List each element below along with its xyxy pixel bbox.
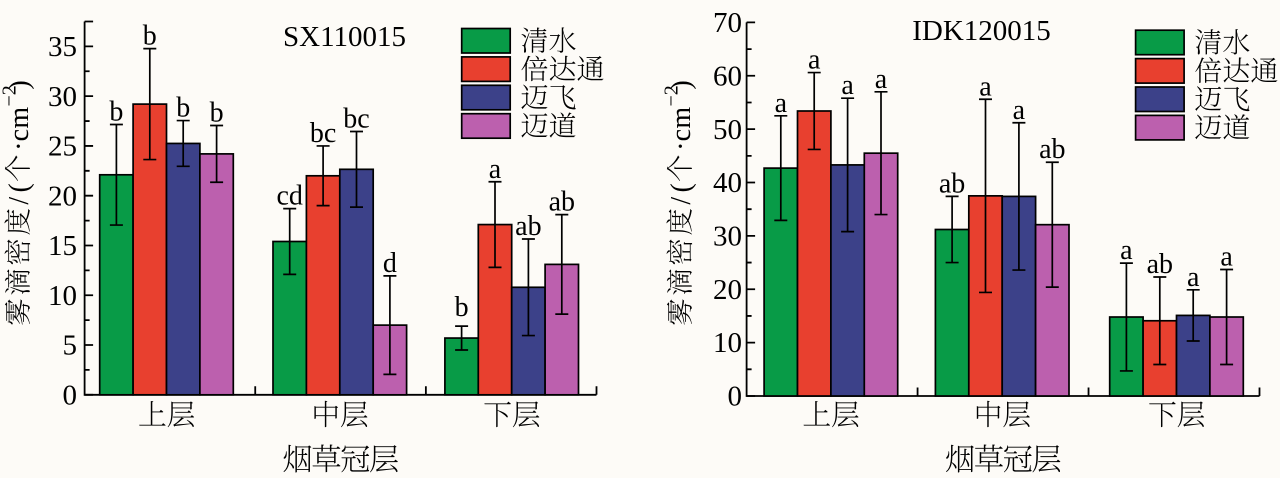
svg-text:ab: ab — [1147, 249, 1173, 280]
svg-text:20: 20 — [713, 274, 742, 306]
svg-text:b: b — [455, 292, 469, 323]
svg-text:a: a — [1187, 262, 1200, 293]
svg-text:·: · — [4, 142, 35, 151]
svg-text:b: b — [143, 21, 157, 52]
svg-text:·: · — [666, 142, 697, 151]
svg-text:c: c — [666, 129, 697, 141]
svg-text:ab: ab — [1039, 134, 1065, 165]
svg-text:(: ( — [666, 183, 697, 192]
svg-text:30: 30 — [48, 81, 77, 113]
svg-text:10: 10 — [713, 327, 742, 359]
svg-text:a: a — [1120, 235, 1133, 266]
svg-text:a: a — [808, 45, 821, 76]
svg-text:a: a — [489, 154, 502, 185]
svg-text:c: c — [4, 129, 35, 141]
svg-text:a: a — [1220, 242, 1233, 273]
svg-text:25: 25 — [48, 131, 77, 163]
svg-text:0: 0 — [63, 379, 78, 411]
svg-text:a: a — [979, 71, 992, 102]
svg-text:a: a — [1013, 95, 1026, 126]
svg-text:15: 15 — [48, 230, 77, 262]
svg-text:m: m — [666, 107, 697, 129]
svg-text:0: 0 — [728, 381, 743, 413]
svg-text:ab: ab — [939, 168, 965, 199]
svg-text:m: m — [4, 107, 35, 129]
svg-text:ab: ab — [549, 187, 575, 218]
svg-text:ab: ab — [515, 211, 541, 242]
svg-text:/: / — [666, 197, 697, 205]
svg-text:50: 50 — [713, 114, 742, 146]
svg-text:a: a — [875, 64, 888, 95]
svg-text:20: 20 — [48, 180, 77, 212]
svg-text:60: 60 — [713, 60, 742, 92]
svg-text:cd: cd — [276, 181, 302, 212]
svg-text:SX110015: SX110015 — [283, 21, 406, 53]
svg-text:): ) — [666, 80, 697, 89]
svg-text:40: 40 — [713, 167, 742, 199]
svg-text:a: a — [775, 88, 788, 119]
svg-text:70: 70 — [713, 7, 742, 39]
svg-text:bc: bc — [343, 103, 369, 134]
svg-text:b: b — [176, 93, 190, 124]
svg-text:): ) — [4, 80, 35, 89]
svg-text:10: 10 — [48, 280, 77, 312]
svg-text:/: / — [4, 197, 35, 205]
svg-text:IDK120015: IDK120015 — [912, 15, 1051, 47]
svg-text:35: 35 — [48, 31, 77, 63]
svg-text:b: b — [210, 98, 224, 129]
svg-text:bc: bc — [310, 118, 336, 149]
svg-text:(: ( — [4, 183, 35, 192]
svg-text:5: 5 — [63, 330, 78, 362]
svg-text:d: d — [383, 248, 397, 279]
svg-text:30: 30 — [713, 221, 742, 253]
svg-text:−2: −2 — [0, 85, 21, 106]
svg-text:a: a — [841, 70, 854, 101]
svg-text:−2: −2 — [661, 85, 683, 106]
svg-text:b: b — [109, 97, 123, 128]
